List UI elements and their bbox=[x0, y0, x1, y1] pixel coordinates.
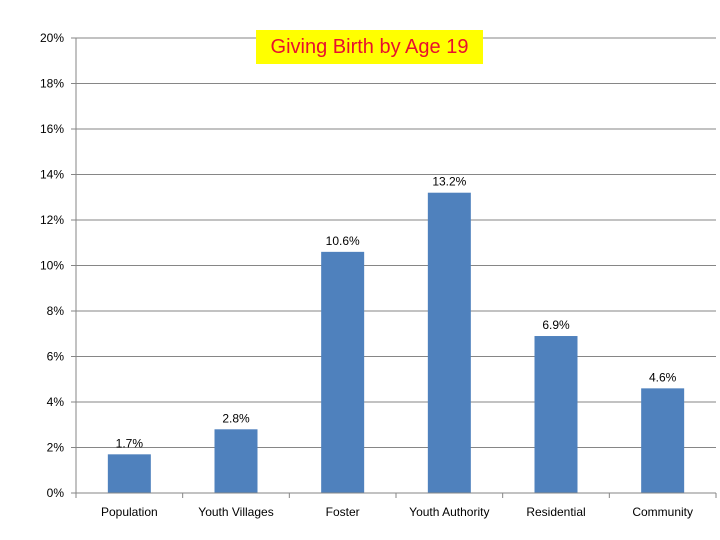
y-tick-label: 16% bbox=[40, 122, 64, 136]
data-labels: 1.7% 2.8% 10.6% 13.2% 6.9% 4.6% bbox=[116, 175, 677, 451]
category-label: Population bbox=[101, 505, 158, 519]
bar-youth-authority bbox=[427, 192, 471, 493]
y-tick-label: 8% bbox=[47, 304, 65, 318]
data-label: 13.2% bbox=[432, 175, 466, 189]
data-label: 4.6% bbox=[649, 370, 677, 384]
category-label: Residential bbox=[526, 505, 585, 519]
x-axis-category-labels: Population Youth Villages Foster Youth Auth… bbox=[101, 505, 693, 519]
y-axis-tick-labels: 0% 2% 4% 6% 8% 10% 12% 14% 16% 18% 20% bbox=[40, 31, 64, 500]
y-tick-label: 20% bbox=[40, 31, 64, 45]
data-label: 2.8% bbox=[222, 411, 250, 425]
x-axis bbox=[75, 492, 717, 498]
category-label: Foster bbox=[326, 505, 360, 519]
y-tick-label: 2% bbox=[47, 441, 65, 455]
bars bbox=[107, 192, 685, 493]
bar-foster bbox=[321, 251, 365, 493]
data-label: 6.9% bbox=[542, 318, 570, 332]
y-tick-label: 14% bbox=[40, 168, 64, 182]
data-label: 10.6% bbox=[326, 234, 360, 248]
bar-residential bbox=[534, 336, 578, 493]
y-tick-label: 6% bbox=[47, 350, 65, 364]
y-tick-label: 10% bbox=[40, 259, 64, 273]
y-tick-label: 12% bbox=[40, 213, 64, 227]
data-label: 1.7% bbox=[116, 436, 144, 450]
category-label: Youth Authority bbox=[409, 505, 489, 519]
bar-youth-villages bbox=[214, 429, 258, 493]
chart-title: Giving Birth by Age 19 bbox=[270, 35, 469, 58]
y-tick-label: 4% bbox=[47, 395, 65, 409]
category-label: Youth Villages bbox=[198, 505, 273, 519]
gridlines bbox=[71, 37, 716, 494]
y-tick-label: 0% bbox=[47, 486, 65, 500]
y-tick-label: 18% bbox=[40, 77, 64, 91]
chart-title-box: Giving Birth by Age 19 bbox=[256, 30, 483, 64]
bar-population bbox=[107, 454, 151, 493]
bar-community bbox=[641, 388, 685, 493]
category-label: Community bbox=[632, 505, 693, 519]
